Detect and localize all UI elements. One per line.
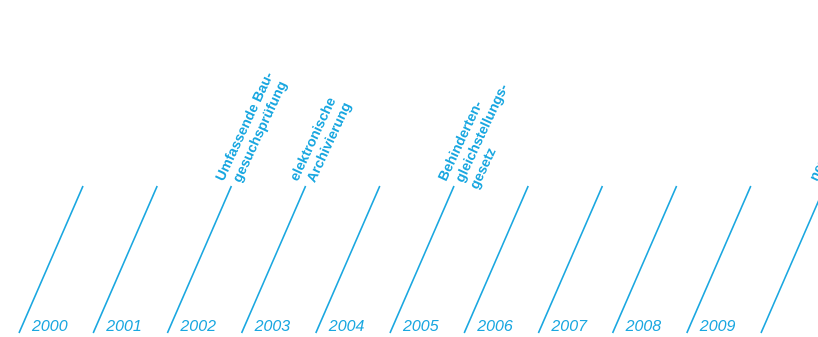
year-divider-line [166,185,233,334]
year-labels: 2000 2001 2002 2003 2004 2005 2006 2007 2008 2009 [31,318,735,335]
year-label: 2004 [328,318,365,335]
year-divider-line [686,185,752,334]
year-label: 2006 [476,318,513,335]
year-divider-line [611,185,678,334]
year-divider-line [92,185,158,334]
year-divider-line [240,185,307,334]
year-label: 2005 [402,318,439,335]
year-divider-line [537,185,604,334]
year-divider-line [463,185,529,334]
event-labels: Umfassende Bau-gesuchsprüfungelektronisc… [212,59,818,191]
event-label-2001: Umfassende Bau-gesuchsprüfung [212,69,290,185]
year-label: 2008 [625,318,662,335]
event-label-2004: Behinderten-gleichstellungs-gesetz [434,81,511,191]
year-divider-line [389,185,455,334]
year-divider-line [760,200,818,334]
year-label: 2009 [699,318,736,335]
year-label: 2000 [31,318,68,335]
event-label-line: neue Wärmedämm- [805,59,818,183]
year-label: 2001 [105,318,142,335]
year-label: 2002 [179,318,216,335]
event-label-2009: neue Wärmedämm-vorschriften [805,59,818,183]
year-label: 2007 [550,318,588,335]
year-divider-line [18,185,84,334]
year-label: 2003 [254,318,291,335]
year-divider-line [315,185,381,334]
year-dividers [18,185,818,334]
